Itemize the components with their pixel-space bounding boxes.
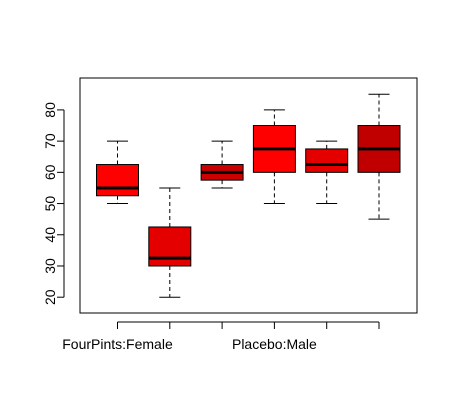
y-tick-label: 40 [42,227,58,243]
y-axis: 20 30 40 50 60 70 80 [42,102,65,305]
boxes [96,93,401,298]
y-tick-label: 50 [42,196,58,212]
plot-frame [79,77,418,314]
box-iqr [148,226,192,267]
box-group [200,140,244,189]
x-tick-label: Placebo:Male [232,336,317,352]
x-tick-label: FourPints:Female [62,336,173,352]
y-tick-label: 80 [42,102,58,118]
box-group [96,140,139,205]
y-tick-label: 70 [42,133,58,149]
x-axis: FourPints:Female Placebo:Male [62,321,380,352]
y-tick-label: 30 [42,258,58,274]
box-iqr [96,164,139,197]
box-group [148,187,192,298]
box-group [305,140,349,205]
box-group [252,109,296,205]
box-group [357,93,401,220]
y-tick-label: 20 [42,289,58,305]
y-tick-label: 60 [42,164,58,180]
box-iqr [305,148,349,173]
